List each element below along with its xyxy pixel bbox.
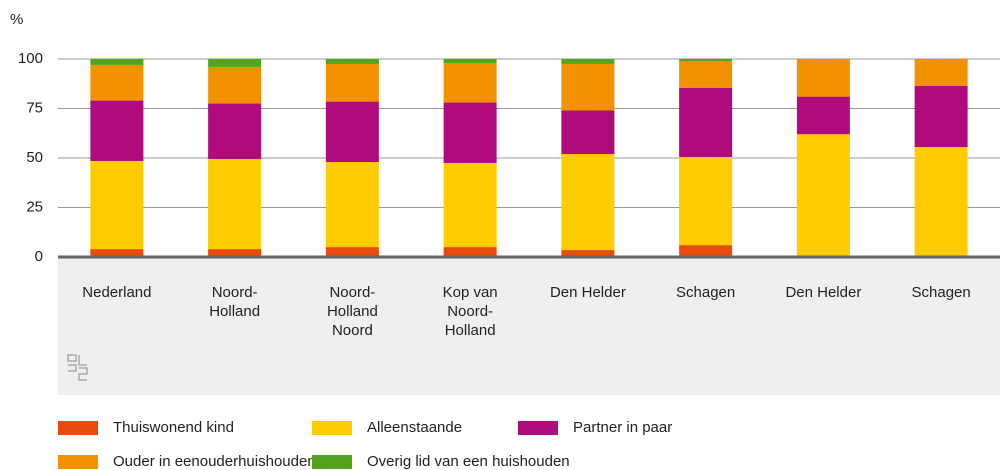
x-tick-label: Schagen <box>676 284 735 301</box>
bar-segment <box>561 63 615 111</box>
y-axis-label: % <box>10 11 23 28</box>
x-tick-label: Kop van Noord-Holland <box>443 284 498 339</box>
bar-segment <box>914 147 968 257</box>
bar-segment <box>443 162 497 248</box>
bar-segment <box>325 63 379 102</box>
bar-segment <box>561 110 615 155</box>
bar-segment <box>443 247 497 257</box>
y-tick-label: 50 <box>26 149 43 166</box>
bar-segment <box>796 59 850 97</box>
x-tick-label: Den Helder <box>785 284 861 301</box>
bar-segment <box>679 87 733 158</box>
bar-segment <box>208 249 262 257</box>
legend-label: Overig lid van een huishouden <box>367 453 570 470</box>
bar-segment <box>325 101 379 162</box>
y-tick-label: 100 <box>18 50 43 67</box>
bar-segment <box>679 245 733 257</box>
bar-segment <box>90 160 144 250</box>
legend-swatch <box>58 421 98 435</box>
bar-segment <box>561 250 615 257</box>
x-tick-label: Nederland <box>82 284 151 301</box>
bar-segment <box>208 59 262 67</box>
bar-segment <box>443 102 497 163</box>
bar-segment <box>325 161 379 248</box>
category-panel <box>58 257 1000 395</box>
x-tick-label: Noord-Holland Noord <box>327 284 378 339</box>
bar-segment <box>914 85 968 148</box>
legend-swatch <box>312 455 352 469</box>
y-tick-label: 75 <box>26 99 43 116</box>
legend-label: Ouder in eenouderhuishouden <box>113 453 316 470</box>
y-tick-label: 25 <box>26 198 43 215</box>
bar-segment <box>90 64 144 101</box>
bar-segment <box>90 100 144 161</box>
x-tick-label: Den Helder <box>550 284 626 301</box>
legend-swatch <box>58 455 98 469</box>
bar-segment <box>796 96 850 135</box>
bar-segment <box>208 158 262 250</box>
legend-label: Alleenstaande <box>367 419 462 436</box>
bar-segment <box>325 247 379 257</box>
bar-segment <box>914 59 968 86</box>
bar-segment <box>796 134 850 257</box>
bar-segment <box>208 103 262 159</box>
legend-label: Thuiswonend kind <box>113 419 234 436</box>
y-tick-label: 0 <box>35 248 43 265</box>
bar-segment <box>561 154 615 251</box>
x-tick-label: Schagen <box>912 284 971 301</box>
legend-label: Partner in paar <box>573 419 672 436</box>
logo <box>67 354 88 381</box>
bar-segment <box>90 249 144 257</box>
bar-segment <box>443 62 497 103</box>
bar-segment <box>325 59 379 64</box>
bar-segment <box>679 59 733 61</box>
legend-swatch <box>312 421 352 435</box>
x-tick-label: Noord-Holland <box>209 284 260 320</box>
bar-segment <box>679 60 733 88</box>
bar-segment <box>679 157 733 246</box>
bar-segment <box>90 59 144 65</box>
legend-swatch <box>518 421 558 435</box>
bar-segment <box>208 66 262 104</box>
bar-segment <box>443 59 497 63</box>
bar-segment <box>561 59 615 64</box>
